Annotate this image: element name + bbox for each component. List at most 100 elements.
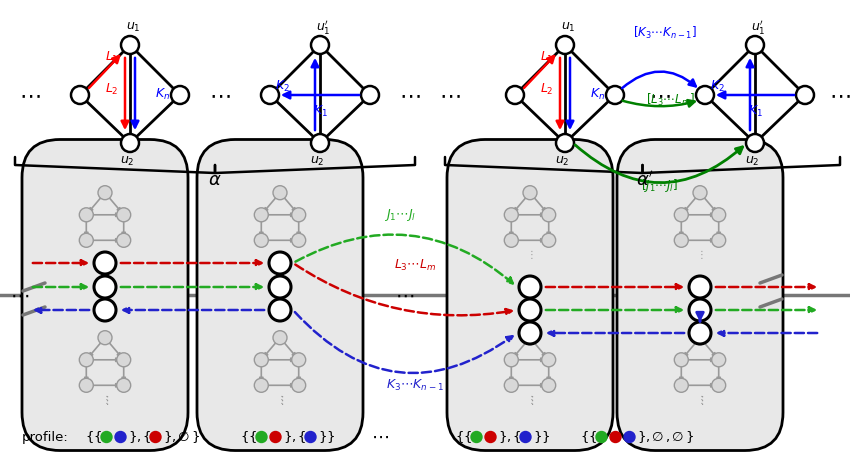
Text: $,$: $,$ (136, 431, 141, 444)
Circle shape (504, 208, 518, 222)
FancyArrowPatch shape (514, 195, 528, 211)
Text: $\{$: $\{$ (297, 429, 306, 445)
FancyArrowPatch shape (259, 218, 263, 236)
FancyArrowPatch shape (284, 92, 360, 98)
Text: $K_1$: $K_1$ (747, 103, 762, 119)
Circle shape (693, 331, 707, 345)
Text: $u_2$: $u_2$ (745, 154, 759, 167)
FancyArrowPatch shape (514, 213, 544, 217)
Circle shape (556, 36, 574, 54)
FancyArrowPatch shape (89, 195, 103, 211)
Text: $\}$: $\}$ (685, 429, 694, 445)
Circle shape (270, 432, 281, 443)
Circle shape (292, 208, 306, 222)
Text: $u_1'$: $u_1'$ (315, 18, 331, 36)
Text: $J_1 \cdots J_l$: $J_1 \cdots J_l$ (384, 207, 416, 223)
Circle shape (254, 379, 269, 392)
FancyArrowPatch shape (121, 284, 262, 290)
Circle shape (674, 208, 689, 222)
Text: $\{$: $\{$ (240, 429, 249, 445)
FancyArrowPatch shape (514, 239, 544, 242)
Circle shape (689, 299, 711, 321)
Circle shape (94, 252, 116, 274)
Text: $L_2$: $L_2$ (541, 81, 554, 97)
Text: $\}$: $\}$ (326, 429, 335, 445)
Circle shape (116, 233, 131, 247)
FancyArrowPatch shape (684, 384, 714, 387)
FancyArrowPatch shape (282, 195, 296, 211)
Circle shape (79, 353, 94, 367)
Text: $\}$: $\}$ (128, 429, 137, 445)
FancyArrowPatch shape (716, 307, 814, 313)
Circle shape (504, 379, 518, 392)
Circle shape (711, 379, 726, 392)
Text: $\vdots$: $\vdots$ (101, 393, 109, 406)
FancyArrowPatch shape (514, 384, 544, 387)
Circle shape (311, 36, 329, 54)
Text: $\vdots$: $\vdots$ (696, 393, 704, 406)
FancyArrowPatch shape (567, 58, 574, 127)
Text: $\}$: $\}$ (637, 429, 646, 445)
Text: $\}$: $\}$ (283, 429, 292, 445)
Circle shape (256, 432, 267, 443)
Circle shape (79, 208, 94, 222)
FancyArrowPatch shape (312, 60, 319, 130)
FancyArrowPatch shape (684, 195, 698, 211)
FancyArrowPatch shape (717, 363, 720, 381)
Text: $\vdots$: $\vdots$ (526, 393, 534, 406)
Circle shape (504, 233, 518, 247)
FancyArrowPatch shape (532, 195, 546, 211)
Circle shape (254, 233, 269, 247)
Text: $\{$: $\{$ (588, 429, 597, 445)
Text: $[K_3\cdots K_{n-1}]$: $[K_3\cdots K_{n-1}]$ (633, 25, 697, 41)
Text: $\{$: $\{$ (142, 429, 150, 445)
Text: $\vdots$: $\vdots$ (276, 393, 284, 406)
FancyArrowPatch shape (532, 340, 546, 356)
Circle shape (94, 299, 116, 321)
Circle shape (305, 432, 316, 443)
Text: $\emptyset$: $\emptyset$ (651, 430, 664, 444)
Text: $\cdots$: $\cdots$ (371, 428, 389, 446)
Text: $[J_1\cdots J_l]$: $[J_1\cdots J_l]$ (642, 177, 678, 193)
Circle shape (519, 299, 541, 321)
FancyArrowPatch shape (510, 363, 513, 381)
Circle shape (94, 276, 116, 298)
Text: $\vdots$: $\vdots$ (526, 393, 534, 406)
Circle shape (693, 186, 707, 199)
FancyArrowPatch shape (697, 312, 703, 321)
FancyArrowPatch shape (107, 340, 121, 356)
Circle shape (541, 208, 556, 222)
FancyArrowPatch shape (132, 58, 139, 127)
Text: $\}$: $\}$ (498, 429, 507, 445)
FancyArrowPatch shape (684, 358, 714, 361)
Text: $u_1$: $u_1$ (561, 20, 575, 33)
Text: $K_1$: $K_1$ (313, 103, 327, 119)
Text: $K_n$: $K_n$ (155, 86, 170, 101)
Circle shape (689, 276, 711, 298)
FancyArrowPatch shape (264, 340, 278, 356)
FancyArrowPatch shape (718, 330, 817, 336)
Text: $L_1$: $L_1$ (105, 49, 119, 65)
FancyBboxPatch shape (617, 140, 783, 451)
FancyArrowPatch shape (89, 56, 119, 88)
FancyBboxPatch shape (447, 140, 613, 451)
Circle shape (269, 276, 291, 298)
Circle shape (696, 86, 714, 104)
Text: $\vdots$: $\vdots$ (696, 393, 704, 406)
Circle shape (261, 86, 279, 104)
FancyArrowPatch shape (264, 384, 294, 387)
Text: $,$: $,$ (171, 431, 176, 444)
Circle shape (254, 353, 269, 367)
FancyArrowPatch shape (259, 363, 263, 381)
Text: $[L_3\cdots L_m]$: $[L_3\cdots L_m]$ (645, 92, 694, 108)
Text: $,$: $,$ (506, 431, 511, 444)
Text: $u_2$: $u_2$ (309, 154, 324, 167)
Circle shape (711, 208, 726, 222)
FancyArrowPatch shape (122, 363, 125, 381)
Text: $\alpha'$: $\alpha'$ (636, 171, 654, 190)
FancyArrowPatch shape (514, 340, 528, 356)
FancyArrowPatch shape (122, 58, 128, 127)
Circle shape (121, 134, 139, 152)
Circle shape (746, 36, 764, 54)
Circle shape (254, 208, 269, 222)
